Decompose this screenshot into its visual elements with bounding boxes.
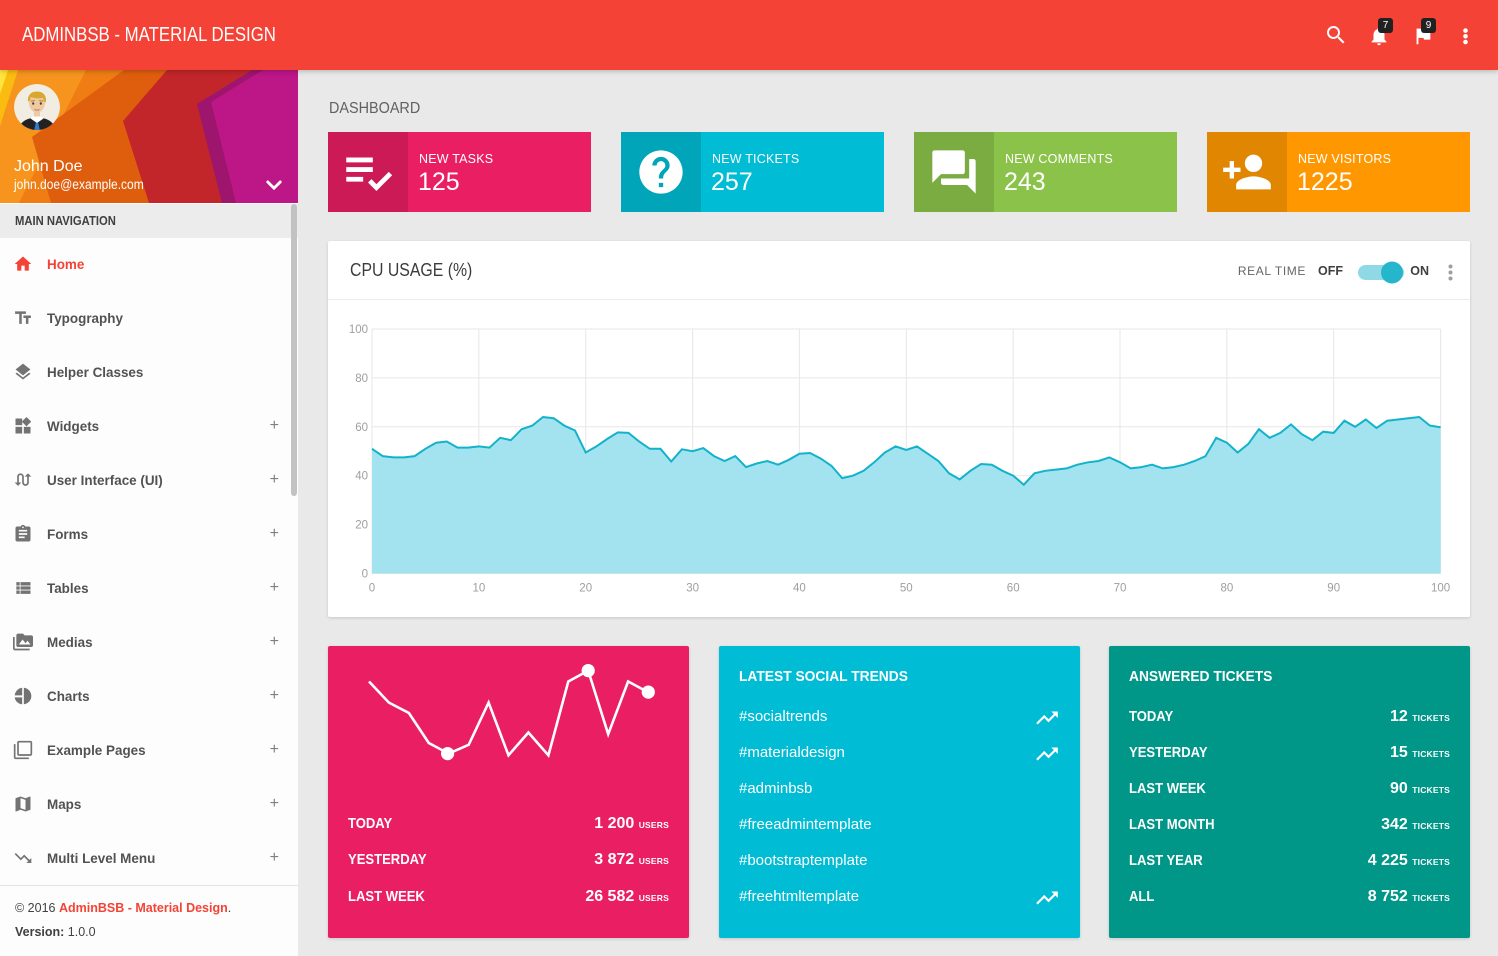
svg-text:50: 50 [900,583,913,595]
svg-text:10: 10 [473,583,486,595]
svg-text:80: 80 [355,373,368,385]
svg-text:100: 100 [1431,583,1450,595]
svg-text:70: 70 [1114,583,1127,595]
svg-text:20: 20 [579,583,592,595]
svg-text:0: 0 [362,569,368,581]
svg-text:0: 0 [369,583,375,595]
svg-text:100: 100 [349,324,368,336]
svg-text:60: 60 [355,422,368,434]
svg-text:40: 40 [793,583,806,595]
svg-text:20: 20 [355,520,368,532]
svg-text:90: 90 [1327,583,1340,595]
svg-text:80: 80 [1221,583,1234,595]
svg-text:60: 60 [1007,583,1020,595]
svg-text:30: 30 [686,583,699,595]
svg-text:40: 40 [355,471,368,483]
